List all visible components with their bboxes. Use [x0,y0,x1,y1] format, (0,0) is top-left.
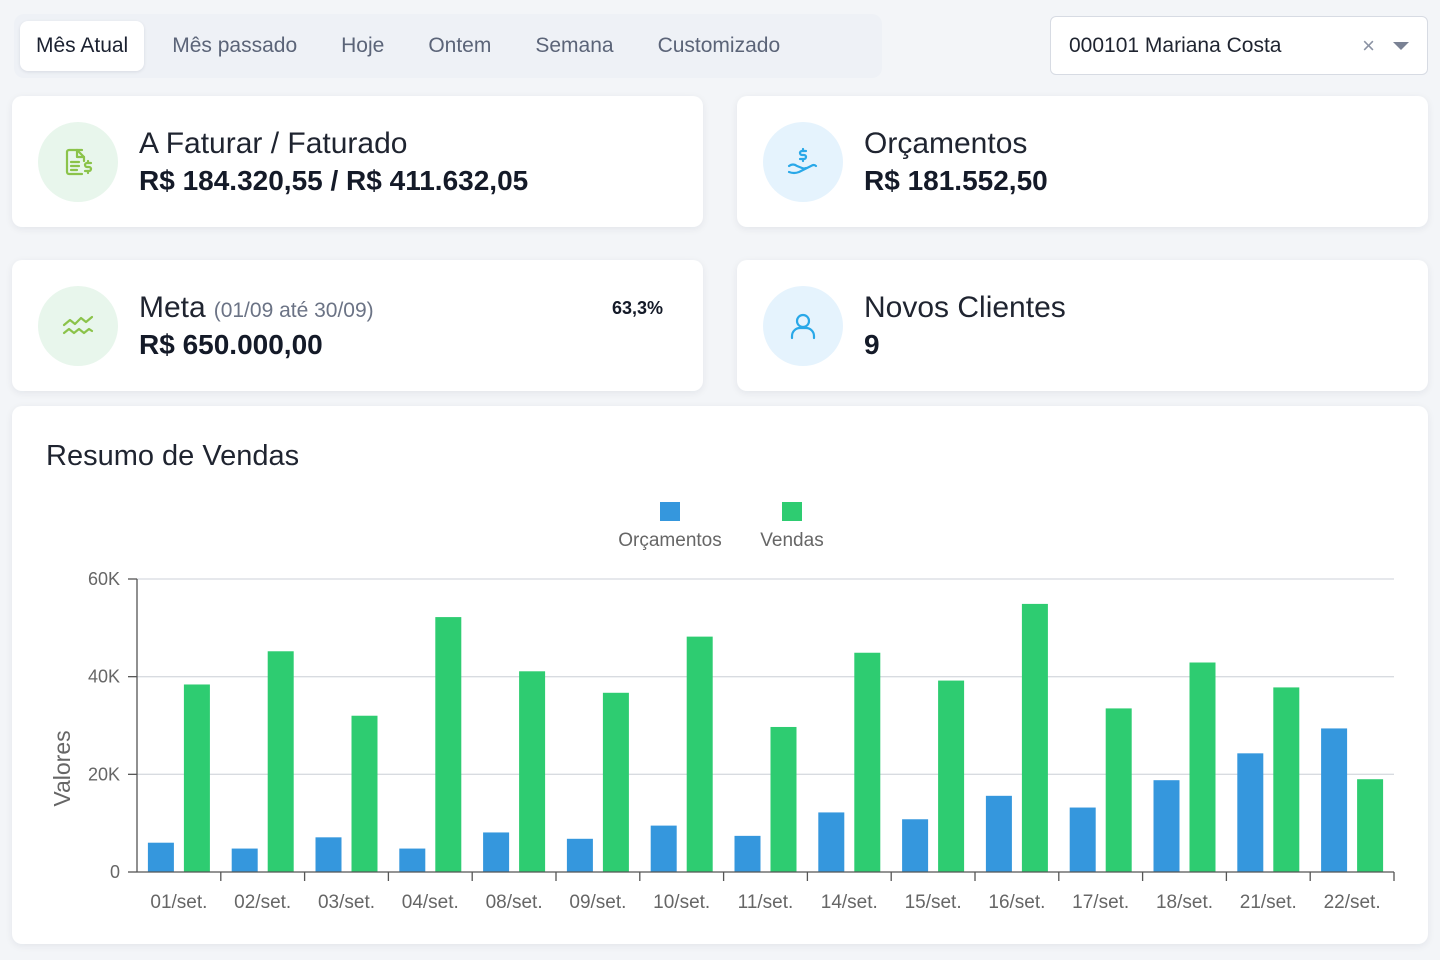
tab-semana[interactable]: Semana [535,34,614,57]
bar-orcamentos [818,812,845,872]
x-tick-label: 04/set. [402,892,459,913]
bar-orcamentos [1321,728,1348,872]
user-icon [763,285,843,366]
tab-mes-atual[interactable]: Mês Atual [20,21,145,71]
card-meta-label: Meta [139,290,206,324]
tab-mes-passado[interactable]: Mês passado [172,34,298,57]
x-tick-label: 16/set. [988,892,1045,913]
bar-orcamentos [650,825,677,872]
client-select[interactable]: 000101 Mariana Costa × [1050,16,1428,75]
y-tick-label: 20K [88,764,120,784]
x-tick-label: 02/set. [234,892,291,913]
card-meta: Meta (01/09 até 30/09) R$ 650.000,00 63,3… [12,260,703,391]
sales-summary-card: Resumo de Vendas 0 20K 40K 60K Valores 01/set… [12,406,1428,944]
x-tick-label: 21/set. [1240,892,1297,913]
legend-label: Orçamentos [618,530,721,551]
bar-orcamentos [1069,807,1096,872]
x-tick-label: 11/set. [738,892,794,913]
bar-vendas [854,652,881,872]
bar-orcamentos [734,835,761,872]
y-tick-label: 60K [88,569,120,589]
card-faturar-label: A Faturar / Faturado [139,126,408,160]
x-tick-label: 08/set. [486,892,543,913]
bar-vendas [1021,603,1048,872]
hand-dollar-icon [763,121,843,202]
x-tick-label: 18/set. [1156,892,1213,913]
bar-vendas [1105,708,1132,872]
chevron-down-icon[interactable] [1393,41,1409,50]
chart-title: Resumo de Vendas [46,440,300,472]
x-tick-label: 22/set. [1324,892,1381,913]
card-orcamentos-value: R$ 181.552,50 [864,164,1048,196]
x-tick-label: 03/set. [318,892,375,913]
legend-swatch [660,502,680,521]
card-orcamentos: Orçamentos R$ 181.552,50 [737,96,1428,227]
bar-vendas [267,651,294,872]
sales-bar-chart: 0 20K 40K 60K Valores 01/set. 02/set. 03/set. 04… [49,502,1395,913]
x-tick-label: 17/set. [1072,892,1129,913]
trend-lines-icon [38,285,118,366]
clear-icon[interactable]: × [1362,32,1375,58]
bar-vendas [686,636,713,872]
tab-hoje[interactable]: Hoje [341,34,385,57]
x-tick-label: 01/set. [150,892,207,913]
bar-orcamentos [483,832,510,872]
y-tick-label: 0 [110,862,120,882]
bar-orcamentos [315,837,342,872]
bar-orcamentos [399,848,426,872]
legend-label: Vendas [760,530,823,551]
x-tick-label: 09/set. [569,892,626,913]
card-faturar-value: R$ 184.320,55 / R$ 411.632,05 [139,164,529,196]
invoice-dollar-icon [38,121,118,202]
legend-swatch [782,502,802,521]
bar-vendas [1273,687,1300,872]
y-tick-label: 40K [88,667,120,687]
tab-customizado[interactable]: Customizado [657,34,781,57]
x-tick-label: 14/set. [821,892,878,913]
x-tick-label: 15/set. [905,892,962,913]
card-novos-clientes-label: Novos Clientes [864,290,1066,324]
y-axis-label: Valores [49,730,75,806]
bar-vendas [1189,662,1216,872]
period-tabs: Mês Atual Mês passado Hoje Ontem Semana … [14,14,882,78]
bar-vendas [519,671,546,872]
bar-orcamentos [1153,780,1180,872]
card-novos-clientes: Novos Clientes 9 [737,260,1428,391]
bar-orcamentos [147,842,174,872]
card-novos-clientes-value: 9 [864,328,880,360]
bar-vendas [602,692,629,872]
tab-ontem[interactable]: Ontem [428,34,492,57]
card-meta-period: (01/09 até 30/09) [213,298,374,322]
card-orcamentos-label: Orçamentos [864,126,1028,160]
bar-vendas [435,617,462,872]
bar-vendas [351,715,378,872]
bar-orcamentos [1237,753,1264,872]
client-select-value: 000101 Mariana Costa [1069,33,1282,57]
bar-vendas [938,680,965,872]
bar-vendas [770,726,797,872]
card-meta-percent: 63,3% [611,298,663,318]
bar-vendas [1357,779,1384,872]
bar-orcamentos [902,819,929,872]
card-faturar: A Faturar / Faturado R$ 184.320,55 / R$ … [12,96,703,227]
card-meta-value: R$ 650.000,00 [139,328,323,360]
bar-orcamentos [985,795,1012,872]
bar-orcamentos [566,838,593,872]
bar-vendas [183,684,210,872]
x-tick-label: 10/set. [653,892,710,913]
bar-orcamentos [231,848,258,872]
